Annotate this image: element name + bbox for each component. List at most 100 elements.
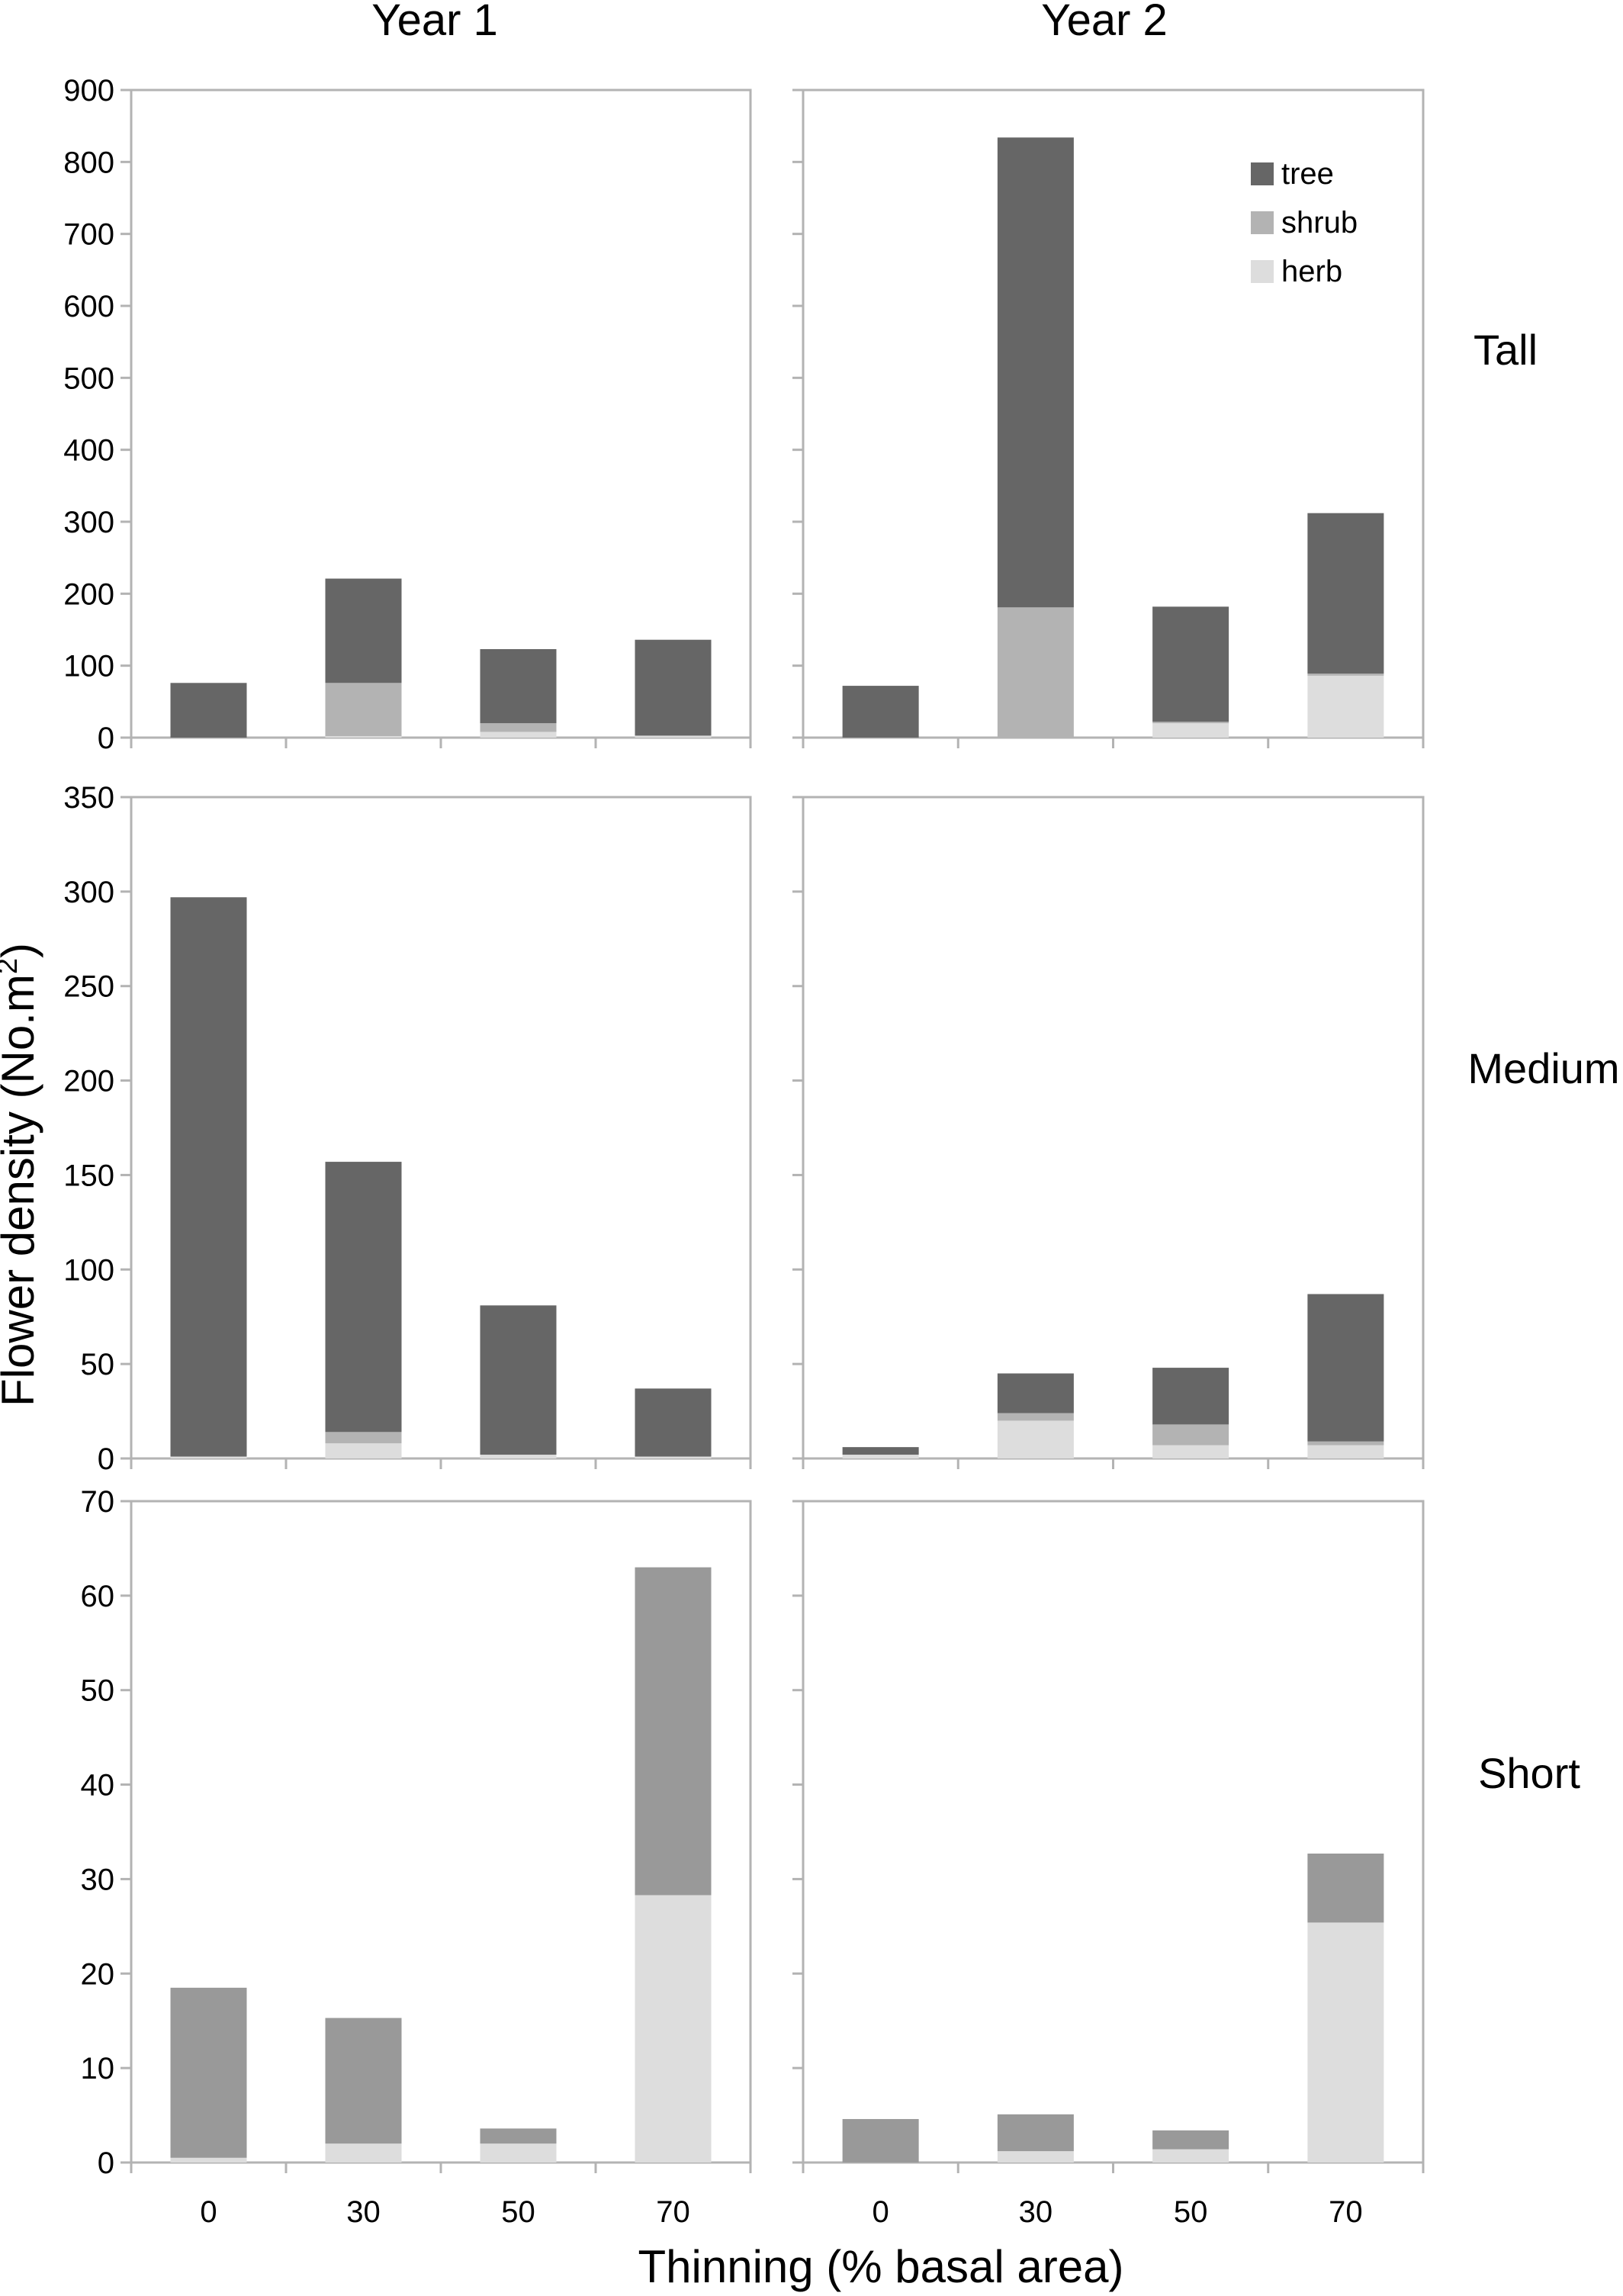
bar-segment-herb-70 — [635, 736, 712, 738]
bar-segment-herb-70 — [635, 1456, 712, 1458]
bar-segment-shrub-50 — [1152, 722, 1229, 724]
y-tick-label: 0 — [98, 2146, 114, 2180]
y-tick-label: 0 — [98, 722, 114, 755]
y-axis-title: Flower density (No.m2) — [0, 943, 43, 1407]
bar-segment-herb-50 — [1152, 2149, 1229, 2163]
row-label-short: Short — [1478, 1749, 1580, 1797]
bar-segment-herb-50 — [480, 1455, 557, 1458]
x-tick-label-30: 30 — [1019, 2195, 1053, 2229]
legend-swatch-shrub — [1251, 211, 1274, 234]
column-title-year-2: Year 2 — [1041, 0, 1168, 45]
bar-segment-shrub-70 — [635, 735, 712, 737]
bar-segment-tree-50 — [480, 1305, 557, 1455]
bar-segment-herb-30 — [325, 2143, 402, 2163]
x-tick-label-50: 50 — [501, 2195, 535, 2229]
bar-segment-shrub-70 — [1307, 674, 1384, 676]
x-tick-label-0: 0 — [873, 2195, 889, 2229]
y-tick-label: 600 — [63, 290, 114, 323]
y-tick-label: 100 — [63, 650, 114, 683]
bar-segment-herb-70 — [1307, 675, 1384, 738]
x-tick-label-50: 50 — [1174, 2195, 1208, 2229]
y-axis-title-superscript: 2 — [0, 958, 24, 974]
legend: tree shrub herb — [1251, 157, 1358, 288]
bar-segment-tree-70 — [1307, 513, 1384, 674]
bar-segment-shrub-30 — [325, 1432, 402, 1444]
bar-segment-tree-0 — [842, 1447, 919, 1455]
bar-segment-tree-70 — [1307, 1294, 1384, 1442]
bar-segment-herb-50 — [1152, 723, 1229, 738]
chart-panels: 0100200300400500600700800900050100150200… — [63, 74, 1425, 2229]
bar-segment-herb-50 — [1152, 1445, 1229, 1458]
y-tick-label: 150 — [63, 1159, 114, 1192]
bar-segment-herb-30 — [325, 1443, 402, 1458]
bar-segment-shrub-50 — [480, 723, 557, 732]
bar-segment-shrub-30 — [325, 683, 402, 737]
y-tick-label: 800 — [63, 146, 114, 179]
panel-short-year-2: 0 30 50 70 — [792, 1500, 1425, 2229]
bar-segment-tree-30 — [325, 1162, 402, 1433]
y-tick-label: 400 — [63, 434, 114, 468]
bar-segment-herb-0 — [842, 1455, 919, 1458]
bar-segment-shrub-30 — [997, 607, 1074, 738]
y-tick-label: 60 — [81, 1580, 115, 1613]
bar-segment-shrub-70 — [635, 1567, 712, 1896]
bar-segment-shrub-50 — [480, 2128, 557, 2144]
bar-segment-herb-70 — [1307, 1922, 1384, 2163]
panel-medium-year-2 — [792, 796, 1425, 1469]
x-tick-label-70: 70 — [1329, 2195, 1363, 2229]
y-tick-label: 10 — [81, 2052, 115, 2085]
bar-segment-shrub-70 — [1307, 1853, 1384, 1923]
y-tick-label: 0 — [98, 1442, 114, 1476]
bar-segment-herb-30 — [997, 1420, 1074, 1458]
y-tick-label: 350 — [63, 781, 114, 815]
bar-segment-herb-70 — [635, 1895, 712, 2163]
y-tick-label: 30 — [81, 1863, 115, 1896]
y-tick-label: 50 — [81, 1348, 115, 1381]
row-label-medium: Medium — [1467, 1044, 1619, 1092]
panel-medium-year-1: 0 50 100 150 200 250 300 350 — [63, 781, 752, 1476]
y-tick-label: 900 — [63, 74, 114, 108]
row-label-tall: Tall — [1474, 326, 1538, 374]
legend-label-shrub: shrub — [1281, 206, 1358, 240]
x-tick-label-70: 70 — [656, 2195, 690, 2229]
y-tick-label: 50 — [81, 1674, 115, 1708]
bar-segment-shrub-30 — [997, 1413, 1074, 1421]
y-tick-label: 300 — [63, 506, 114, 539]
bar-segment-herb-50 — [480, 2143, 557, 2163]
bar-segment-tree-0 — [842, 686, 919, 738]
bar-segment-shrub-0 — [842, 2119, 919, 2163]
bar-segment-tree-0 — [170, 683, 247, 738]
column-title-year-1: Year 1 — [371, 0, 498, 45]
bar-segment-herb-0 — [170, 2157, 247, 2163]
bar-segment-herb-0 — [170, 1456, 247, 1458]
bar-segment-shrub-0 — [170, 1987, 247, 2158]
bar-segment-shrub-70 — [1307, 1441, 1384, 1445]
bar-segment-tree-30 — [325, 578, 402, 683]
y-tick-label: 700 — [63, 218, 114, 252]
bar-segment-tree-50 — [480, 648, 557, 724]
x-tick-label-0: 0 — [200, 2195, 217, 2229]
y-tick-label: 500 — [63, 362, 114, 395]
y-tick-label: 100 — [63, 1253, 114, 1287]
x-axis-title: Thinning (% basal area) — [638, 2241, 1123, 2292]
legend-label-tree: tree — [1281, 157, 1334, 191]
bar-segment-tree-70 — [635, 639, 712, 736]
y-tick-label: 70 — [81, 1485, 115, 1519]
bar-segment-tree-30 — [997, 1373, 1074, 1413]
panel-short-year-1: 0 10 20 30 40 50 60 70 0 30 50 70 — [81, 1485, 752, 2229]
panel-tall-year-2 — [792, 88, 1425, 748]
bar-segment-tree-30 — [997, 137, 1074, 608]
y-tick-label: 300 — [63, 876, 114, 909]
bar-segment-herb-30 — [997, 2151, 1074, 2163]
bar-segment-tree-50 — [1152, 1368, 1229, 1425]
bar-segment-herb-50 — [480, 732, 557, 738]
legend-label-herb: herb — [1281, 255, 1342, 288]
bar-segment-shrub-30 — [325, 2018, 402, 2144]
bar-segment-herb-30 — [325, 736, 402, 738]
panel-tall-year-1: 0 100 200 300 400 500 600 700 800 900 — [63, 74, 752, 755]
x-tick-label-30: 30 — [346, 2195, 381, 2229]
bar-segment-tree-0 — [170, 897, 247, 1457]
y-axis-title-close: ) — [0, 943, 43, 958]
y-tick-label: 20 — [81, 1957, 115, 1991]
